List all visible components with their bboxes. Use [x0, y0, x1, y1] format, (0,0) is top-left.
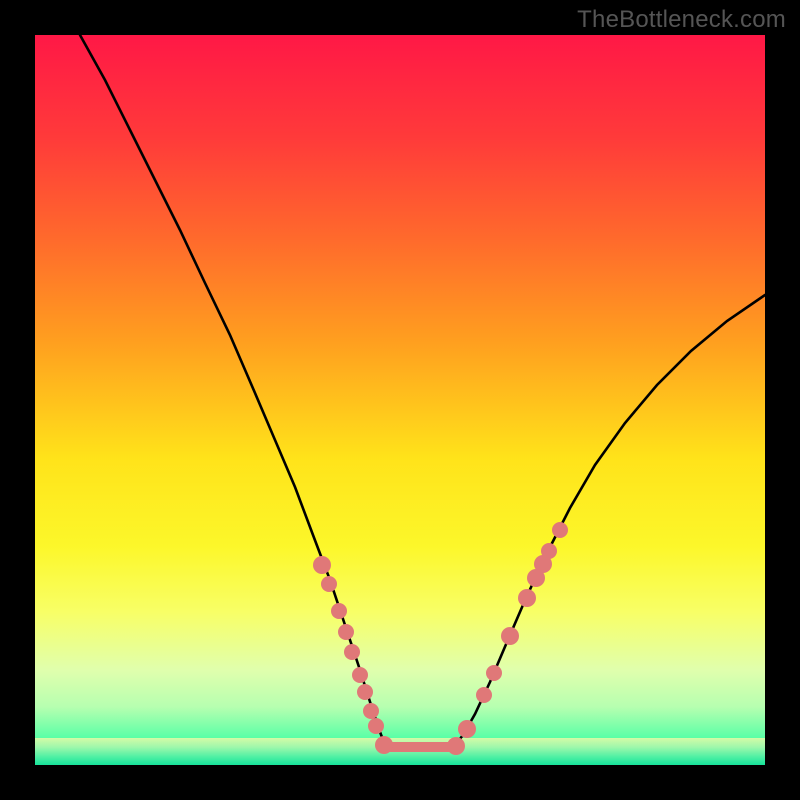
- marker-left: [375, 736, 393, 754]
- marker-left: [313, 556, 331, 574]
- marker-left: [321, 576, 337, 592]
- marker-right: [486, 665, 502, 681]
- marker-right: [518, 589, 536, 607]
- marker-right: [501, 627, 519, 645]
- watermark-text: TheBottleneck.com: [577, 6, 786, 34]
- marker-left: [357, 684, 373, 700]
- marker-left: [368, 718, 384, 734]
- marker-right: [552, 522, 568, 538]
- marker-left: [363, 703, 379, 719]
- marker-right: [476, 687, 492, 703]
- marker-left: [331, 603, 347, 619]
- marker-left: [344, 644, 360, 660]
- bottleneck-chart: [35, 35, 765, 765]
- marker-right: [447, 737, 465, 755]
- marker-left: [338, 624, 354, 640]
- marker-right: [541, 543, 557, 559]
- marker-right: [458, 720, 476, 738]
- marker-left: [352, 667, 368, 683]
- gradient-background: [35, 35, 765, 765]
- chart-svg: [35, 35, 765, 765]
